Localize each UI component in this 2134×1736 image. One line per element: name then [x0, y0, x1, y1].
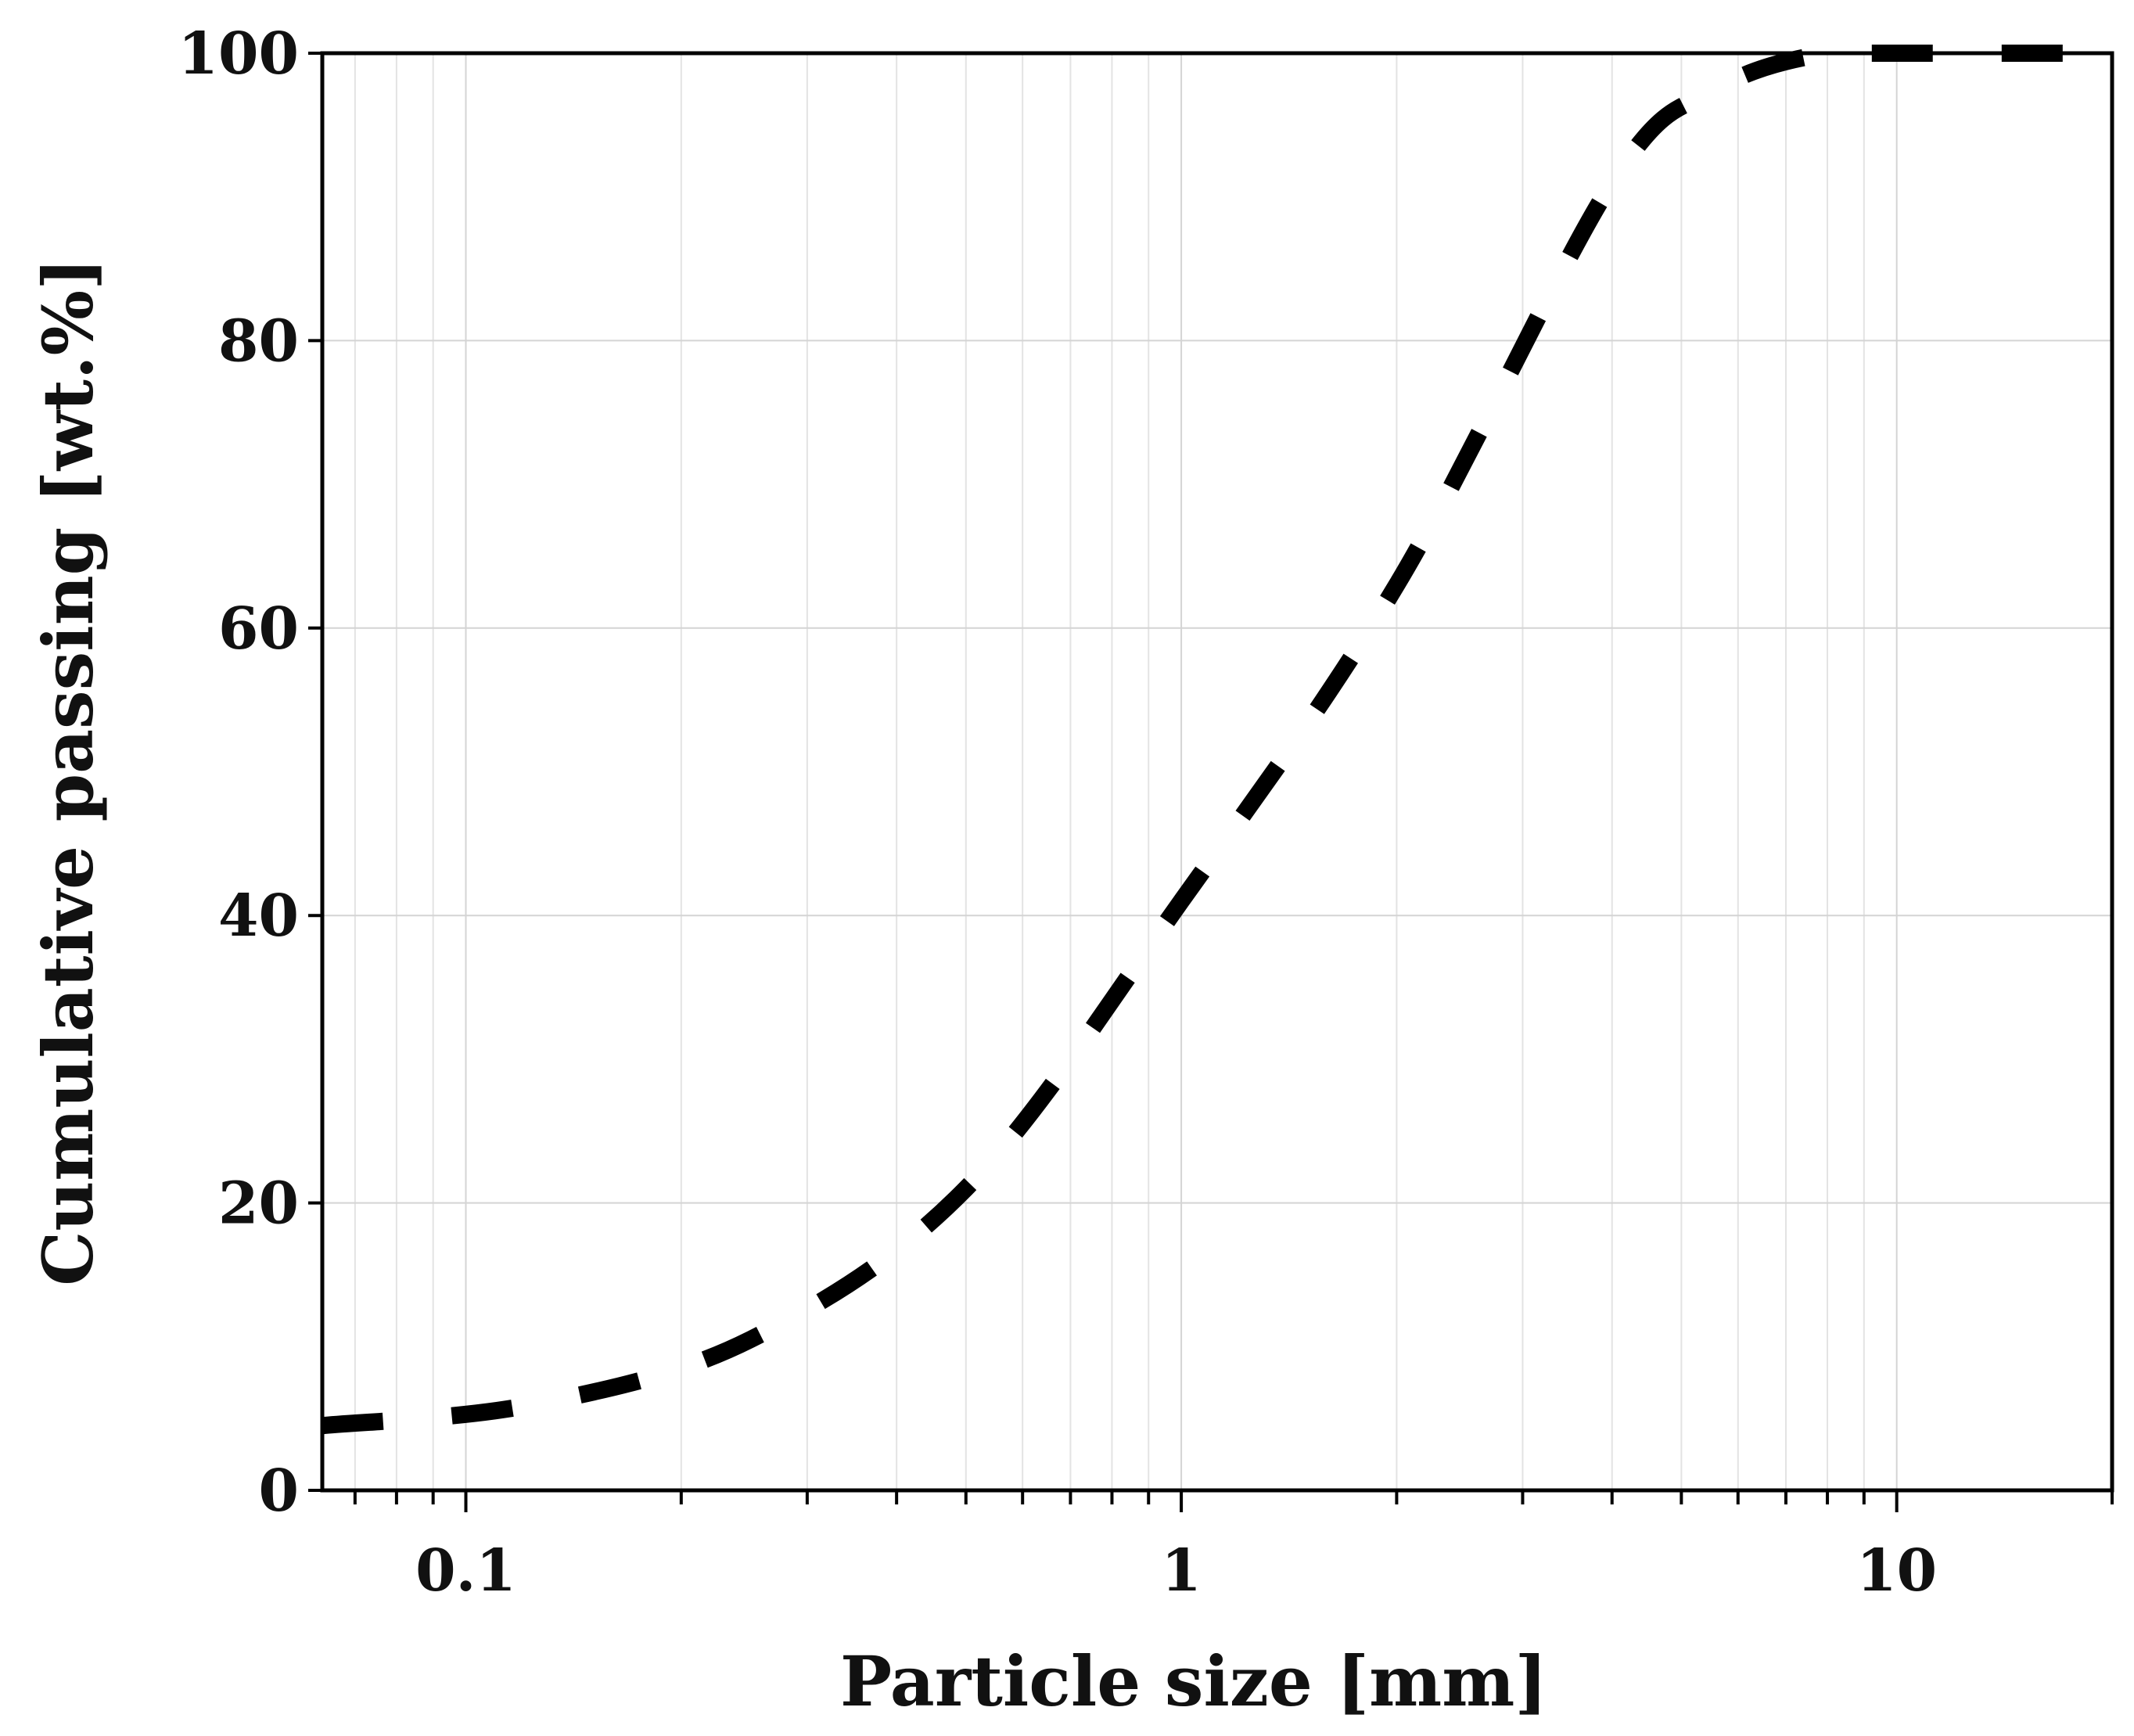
data-point [1715, 88, 1718, 91]
tick-layer [308, 52, 2114, 1512]
x-tick-label: 0.1 [415, 1537, 516, 1605]
curve-layer [321, 44, 2112, 1435]
y-tick-label: 20 [218, 1170, 299, 1238]
grid-layer [322, 52, 2113, 1491]
y-tick-label: 80 [218, 307, 299, 375]
y-tick-label: 0 [259, 1457, 300, 1525]
data-point [534, 1403, 537, 1406]
y-tick-label: 60 [218, 595, 299, 663]
y-tick-label: 40 [218, 882, 299, 950]
x-tick-label: 10 [1856, 1537, 1937, 1605]
x-axis-title: Particle size [mm] [840, 1641, 1547, 1722]
y-tick-label: 100 [178, 20, 299, 88]
series-line [321, 44, 2112, 1435]
plot-frame [320, 51, 2114, 1493]
x-tick-label: 1 [1161, 1537, 1202, 1605]
label-layer: 0 20 40 60 80 100 0.1 1 10 [178, 20, 1938, 1605]
y-axis-title: Cumulative passing [wt.%] [27, 257, 109, 1286]
